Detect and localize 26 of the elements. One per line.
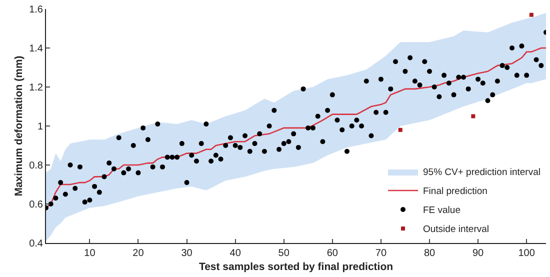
x-tick-label: 10: [84, 248, 96, 259]
x-tick-label: 80: [424, 248, 436, 259]
x-tick-label: 50: [278, 248, 290, 259]
point: [471, 114, 476, 118]
x-tick-label: 40: [230, 248, 242, 259]
x-axis-title: Test samples sorted by final prediction: [198, 260, 394, 273]
y-axis-title: Maximum deformation (mm): [12, 56, 25, 196]
legend-label: Final prediction: [423, 186, 488, 198]
x-tick-label: 20: [132, 248, 144, 259]
legend-label: 95% CV+ prediction interval: [423, 167, 540, 178]
x-tick-label: 70: [375, 248, 387, 259]
legend-label: FE value: [423, 205, 460, 216]
y-tick-label: 1: [37, 122, 44, 132]
y-tick-label: 0.6: [29, 200, 44, 210]
y-tick-label: 0.4: [29, 238, 44, 250]
point: [398, 128, 402, 132]
y-tick-label: 0.8: [29, 160, 44, 172]
x-tick-label: 100: [518, 248, 536, 259]
y-tick-label: 1.6: [29, 4, 44, 16]
y-tick-label: 1.2: [29, 82, 44, 94]
point: [529, 12, 534, 17]
legend-label: Outside interval: [423, 224, 490, 236]
x-tick-label: 30: [181, 248, 193, 259]
y-tick-label: 1.4: [29, 44, 44, 54]
x-tick-label: 90: [472, 248, 484, 259]
x-tick-label: 60: [326, 248, 338, 259]
